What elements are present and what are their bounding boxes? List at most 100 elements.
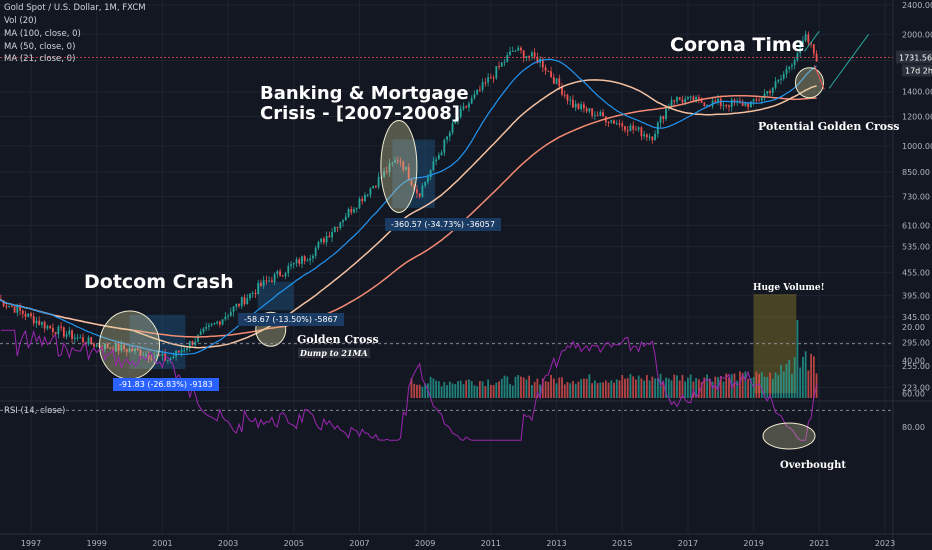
measure-label-2008: -360.57 (-34.73%) -36057 bbox=[385, 218, 501, 231]
candle-body bbox=[637, 127, 640, 130]
candle-body bbox=[221, 319, 224, 325]
candle-body bbox=[629, 125, 632, 132]
candle-body bbox=[353, 209, 355, 213]
annotation-dump: Dump to 21MA bbox=[298, 348, 370, 358]
candle-body bbox=[147, 354, 150, 359]
candle-body bbox=[295, 259, 298, 264]
volume-bar bbox=[593, 380, 596, 398]
candle-body bbox=[123, 344, 125, 350]
candle-body bbox=[722, 105, 725, 107]
candle-body bbox=[462, 106, 465, 109]
candle-body bbox=[531, 52, 533, 57]
volume-bar bbox=[459, 380, 462, 398]
candle-body bbox=[618, 123, 621, 125]
candle-body bbox=[410, 180, 413, 186]
candle-body bbox=[186, 348, 188, 351]
candle-body bbox=[700, 98, 703, 103]
volume-bar bbox=[687, 377, 689, 398]
candle-body bbox=[128, 348, 131, 352]
candle-body bbox=[109, 348, 112, 350]
candle-body bbox=[68, 330, 71, 335]
candle-body bbox=[350, 209, 353, 213]
volume-bar bbox=[478, 381, 481, 398]
candle-body bbox=[645, 134, 648, 138]
volume-bar bbox=[424, 383, 427, 398]
volume-bar bbox=[566, 382, 569, 398]
candle-body bbox=[322, 238, 325, 243]
candle-body bbox=[232, 306, 235, 312]
volume-bar bbox=[640, 378, 643, 398]
annotation-golden-cross: Golden Cross bbox=[297, 333, 379, 346]
candle-body bbox=[429, 170, 432, 178]
candle-body bbox=[799, 43, 802, 54]
volume-bar bbox=[577, 381, 580, 398]
ma50-line bbox=[0, 79, 817, 349]
measure-label-dotcom: -91.83 (-26.83%) -9183 bbox=[113, 378, 219, 391]
candle-body bbox=[361, 198, 364, 202]
candle-body bbox=[498, 66, 500, 68]
candle-body bbox=[134, 348, 136, 352]
volume-bar bbox=[418, 384, 421, 398]
candle-body bbox=[49, 326, 52, 328]
candle-body bbox=[317, 241, 320, 248]
volume-bar bbox=[656, 378, 659, 398]
candle-body bbox=[413, 185, 416, 190]
candle-body bbox=[93, 343, 95, 347]
volume-bar bbox=[416, 384, 418, 398]
candle-body bbox=[801, 40, 804, 44]
candle-body bbox=[484, 82, 487, 84]
price-tick-label: 850.00 bbox=[902, 168, 930, 177]
candle-body bbox=[57, 326, 60, 335]
volume-bar bbox=[495, 382, 498, 398]
indicator-vol: Vol (20) bbox=[4, 16, 37, 26]
volume-bar bbox=[654, 378, 656, 398]
volume-bar bbox=[481, 381, 484, 398]
volume-bar bbox=[541, 378, 544, 398]
volume-bar bbox=[673, 374, 676, 398]
candle-body bbox=[651, 136, 654, 141]
candle-body bbox=[405, 167, 407, 170]
candle-body bbox=[511, 50, 514, 52]
volume-bar bbox=[514, 376, 517, 398]
candle-body bbox=[552, 77, 555, 84]
candle-body bbox=[358, 198, 361, 208]
candle-body bbox=[607, 122, 610, 124]
candle-body bbox=[106, 343, 109, 349]
candle-body bbox=[489, 77, 492, 79]
volume-bar bbox=[498, 381, 500, 398]
candle-body bbox=[569, 99, 572, 101]
candle-body bbox=[260, 283, 262, 286]
volume-bar bbox=[503, 375, 506, 398]
volume-bar bbox=[810, 353, 812, 398]
volume-bar bbox=[793, 357, 796, 398]
candle-body bbox=[16, 306, 19, 313]
volume-bar bbox=[752, 377, 755, 398]
candle-body bbox=[210, 324, 213, 326]
volume-bar bbox=[429, 376, 432, 398]
candle-body bbox=[35, 320, 38, 324]
candle-body bbox=[495, 66, 498, 78]
volume-bar bbox=[695, 378, 698, 398]
candle-body bbox=[640, 127, 643, 137]
overbought-ellipse bbox=[762, 422, 816, 450]
volume-bar bbox=[670, 380, 673, 398]
time-tick-label: 2009 bbox=[415, 539, 435, 548]
candle-body bbox=[769, 91, 771, 93]
price-tick-label: 1000.00 bbox=[902, 142, 932, 151]
candle-body bbox=[583, 104, 585, 109]
volume-bar bbox=[588, 374, 591, 398]
volume-bar bbox=[684, 381, 687, 398]
volume-bar bbox=[719, 376, 722, 398]
candle-body bbox=[613, 120, 615, 124]
volume-bar bbox=[711, 381, 714, 398]
candle-body bbox=[60, 326, 63, 328]
volume-bar bbox=[799, 367, 802, 398]
candle-body bbox=[303, 256, 306, 261]
volume-bar bbox=[599, 382, 602, 398]
volume-bar bbox=[544, 381, 547, 398]
volume-bar bbox=[432, 378, 435, 398]
candle-body bbox=[301, 256, 303, 264]
candle-body bbox=[19, 306, 21, 311]
candle-body bbox=[437, 155, 440, 160]
candle-body bbox=[440, 152, 443, 156]
